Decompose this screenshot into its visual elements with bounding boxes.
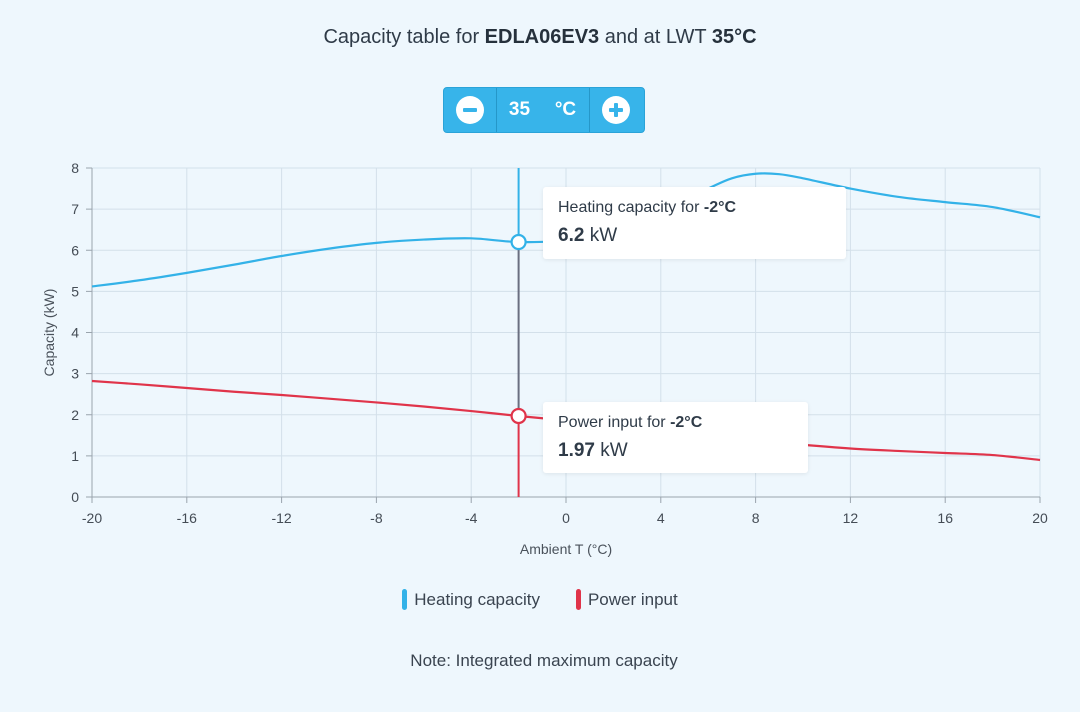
x-tick-label: 20 (1032, 510, 1048, 526)
y-tick-label: 2 (71, 407, 79, 423)
stepper-divider (589, 88, 590, 132)
stepper-value[interactable]: 35 (508, 99, 531, 120)
y-tick-label: 6 (71, 242, 79, 258)
x-tick-label: -8 (370, 510, 383, 526)
title-lwt: 35°C (711, 26, 757, 48)
hover-markers (510, 168, 527, 497)
heating-tooltip: Heating capacity for -2°C 6.2 kW (543, 187, 846, 259)
x-tick-label: 16 (937, 510, 953, 526)
x-axis-label: Ambient T (°C) (520, 541, 612, 557)
plus-circle-icon (602, 96, 630, 124)
x-tick-label: -12 (271, 510, 291, 526)
x-tick-label: 12 (843, 510, 859, 526)
legend-label-power: Power input (587, 589, 678, 609)
stepper-unit: °C (554, 99, 577, 120)
note-text: Note: Integrated maximum capacity (410, 651, 678, 670)
y-tick-label: 5 (71, 283, 79, 299)
legend-item-power-input[interactable]: Power input (575, 589, 678, 610)
power-tooltip-unit: kW (594, 440, 628, 461)
x-tick-label: 8 (752, 510, 760, 526)
stepper-divider (496, 88, 497, 132)
title-model: EDLA06EV3 (484, 26, 600, 48)
y-tick-label: 3 (71, 366, 79, 382)
minus-circle-icon (456, 96, 484, 124)
heating-tooltip-temp: -2°C (703, 199, 737, 216)
x-tick-label: -4 (465, 510, 478, 526)
title-prefix: Capacity table for (323, 26, 485, 48)
title-middle: and at LWT (599, 26, 712, 48)
power-tooltip-label: Power input for (558, 414, 671, 431)
x-tick-label: 0 (562, 510, 570, 526)
power-hover-point (510, 407, 527, 425)
heating-tooltip-label: Heating capacity for (558, 199, 704, 216)
y-tick-label: 0 (71, 489, 79, 505)
power-tooltip-value: 1.97 (558, 440, 595, 461)
decrease-button[interactable] (444, 88, 496, 132)
legend-label-heating: Heating capacity (414, 589, 540, 609)
legend-item-heating-capacity[interactable]: Heating capacity (402, 589, 540, 610)
heating-hover-point (510, 233, 527, 251)
legend: Heating capacity Power input (0, 589, 1080, 610)
y-tick-label: 8 (71, 160, 79, 176)
x-tick-label: 4 (657, 510, 665, 526)
increase-button[interactable] (590, 88, 642, 132)
chart-title: Capacity table for EDLA06EV3 and at LWT … (0, 26, 1080, 49)
grid (86, 167, 1041, 503)
legend-swatch-power (575, 589, 581, 610)
y-tick-label: 1 (71, 448, 79, 464)
legend-swatch-heating (402, 589, 408, 610)
y-axis-label: Capacity (kW) (41, 289, 57, 377)
heating-tooltip-unit: kW (584, 225, 618, 246)
power-tooltip: Power input for -2°C 1.97 kW (543, 402, 808, 473)
y-tick-label: 7 (71, 201, 79, 217)
x-tick-label: -20 (82, 510, 102, 526)
power-tooltip-temp: -2°C (670, 414, 703, 431)
lwt-stepper: 35 °C (443, 87, 645, 133)
heating-tooltip-value: 6.2 (558, 225, 585, 246)
x-tick-label: -16 (177, 510, 197, 526)
y-tick-label: 4 (71, 325, 79, 341)
